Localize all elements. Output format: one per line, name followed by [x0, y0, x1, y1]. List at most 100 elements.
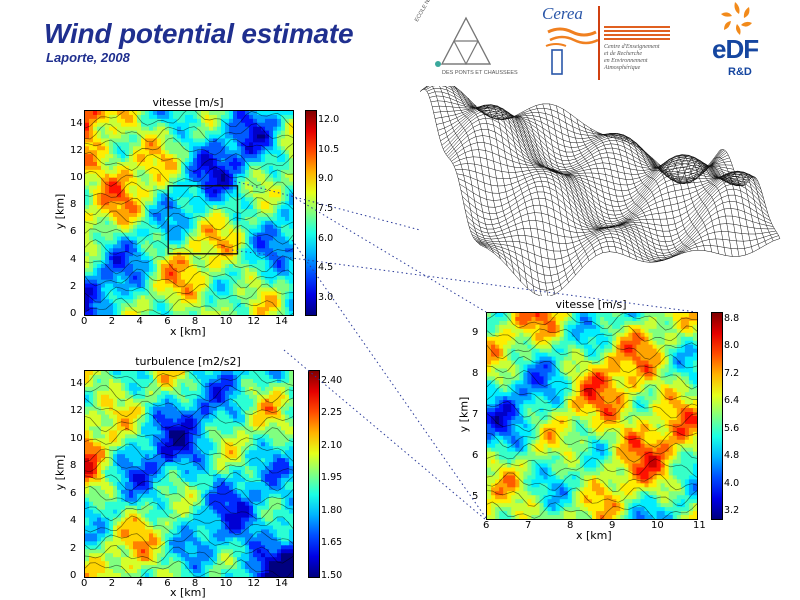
heatmap-cell	[289, 470, 293, 475]
heatmap-cell	[249, 154, 254, 159]
heatmap-cell	[177, 311, 182, 315]
heatmap-cell	[205, 134, 210, 140]
heatmap-cell	[253, 177, 258, 183]
heatmap-cell	[177, 485, 182, 491]
heatmap-cell	[173, 470, 178, 475]
heatmap-cell	[201, 477, 206, 483]
heatmap-cell	[145, 371, 150, 376]
heatmap-cell	[197, 537, 202, 542]
heatmap-cell	[125, 279, 130, 285]
heatmap-cell	[137, 303, 142, 308]
heatmap-cell	[157, 485, 162, 491]
heatmap-cell	[201, 513, 206, 519]
heatmap-cell	[281, 521, 286, 527]
heatmap-cell	[89, 382, 94, 388]
heatmap-cell	[261, 481, 266, 487]
heatmap-cell	[161, 442, 166, 447]
heatmap-cell	[233, 111, 238, 116]
heatmap-cell	[229, 489, 234, 495]
heatmap-cell	[97, 402, 102, 408]
heatmap-cell	[129, 402, 134, 408]
heatmap-cell	[129, 458, 134, 463]
heatmap-cell	[281, 458, 286, 463]
heatmap-cell	[125, 458, 130, 463]
heatmap-cell	[257, 450, 262, 455]
heatmap-cell	[245, 402, 250, 408]
heatmap-cell	[157, 406, 162, 412]
heatmap-cell	[181, 264, 186, 269]
heatmap-cell	[205, 154, 210, 159]
heatmap-cell	[269, 205, 274, 210]
heatmap-cell	[289, 209, 293, 214]
heatmap-cell	[189, 291, 194, 296]
heatmap-cell	[177, 271, 182, 277]
edf-sun-icon	[721, 2, 752, 35]
heatmap-cell	[257, 173, 262, 179]
heatmap-cell	[109, 466, 114, 471]
heatmap-cell	[153, 438, 158, 443]
heatmap-cell	[125, 299, 130, 304]
heatmap-cell	[109, 130, 114, 136]
heatmap-cell	[129, 470, 134, 475]
heatmap-cell	[189, 205, 194, 210]
heatmap-cell	[233, 228, 238, 234]
heatmap-cell	[189, 307, 194, 312]
heatmap-cell	[209, 371, 214, 376]
heatmap-cell	[265, 529, 270, 535]
heatmap-cell	[201, 279, 206, 285]
heatmap-cell	[273, 414, 278, 420]
heatmap-cell	[245, 386, 250, 392]
heatmap-cell	[197, 454, 202, 459]
heatmap-cell	[269, 189, 274, 194]
heatmap-cell	[105, 118, 110, 124]
heatmap-cell	[173, 374, 178, 380]
heatmap-cell	[109, 509, 114, 515]
heatmap-cell	[141, 169, 146, 175]
heatmap-cell	[133, 414, 138, 420]
heatmap-cell	[133, 185, 138, 191]
heatmap-cell	[277, 232, 282, 238]
heatmap-cell	[161, 430, 166, 435]
heatmap-cell	[141, 485, 146, 491]
heatmap-cell	[109, 458, 114, 463]
heatmap-cell	[201, 134, 206, 140]
heatmap-cell	[249, 477, 254, 483]
heatmap-cell	[169, 477, 174, 483]
heatmap-cell	[281, 466, 286, 471]
heatmap-cell	[181, 126, 186, 132]
heatmap-cell	[245, 126, 250, 132]
heatmap-cell	[101, 146, 106, 151]
heatmap-cell	[89, 394, 94, 400]
heatmap-cell	[253, 209, 258, 214]
heatmap-cell	[229, 485, 234, 491]
heatmap-cell	[157, 493, 162, 499]
heatmap-cell	[101, 477, 106, 483]
heatmap-cell	[269, 134, 274, 140]
heatmap-cell	[125, 197, 130, 202]
heatmap-cell	[177, 111, 182, 116]
heatmap-cell	[197, 122, 202, 128]
heatmap-cell	[169, 454, 174, 459]
heatmap-cell	[117, 126, 122, 132]
heatmap-cell	[177, 517, 182, 523]
heatmap-cell	[221, 162, 226, 167]
heatmap-cell	[177, 398, 182, 404]
heatmap-cell	[249, 509, 254, 515]
heatmap-cell	[285, 291, 290, 296]
heatmap-cell	[245, 158, 250, 163]
heatmap-cell	[133, 228, 138, 234]
heatmap-cell	[161, 244, 166, 249]
heatmap-cell	[161, 477, 166, 483]
heatmap-cell	[137, 134, 142, 140]
heatmap-cell	[249, 470, 254, 475]
heatmap-cell	[89, 295, 94, 300]
heatmap-cell	[265, 134, 270, 140]
heatmap-cell	[89, 146, 94, 151]
heatmap-cell	[101, 271, 106, 277]
heatmap-cell	[189, 382, 194, 388]
heatmap-cell	[205, 209, 210, 214]
heatmap-cell	[141, 438, 146, 443]
heatmap-cell	[229, 434, 234, 439]
heatmap-cell	[169, 240, 174, 245]
heatmap-cell	[261, 216, 266, 222]
